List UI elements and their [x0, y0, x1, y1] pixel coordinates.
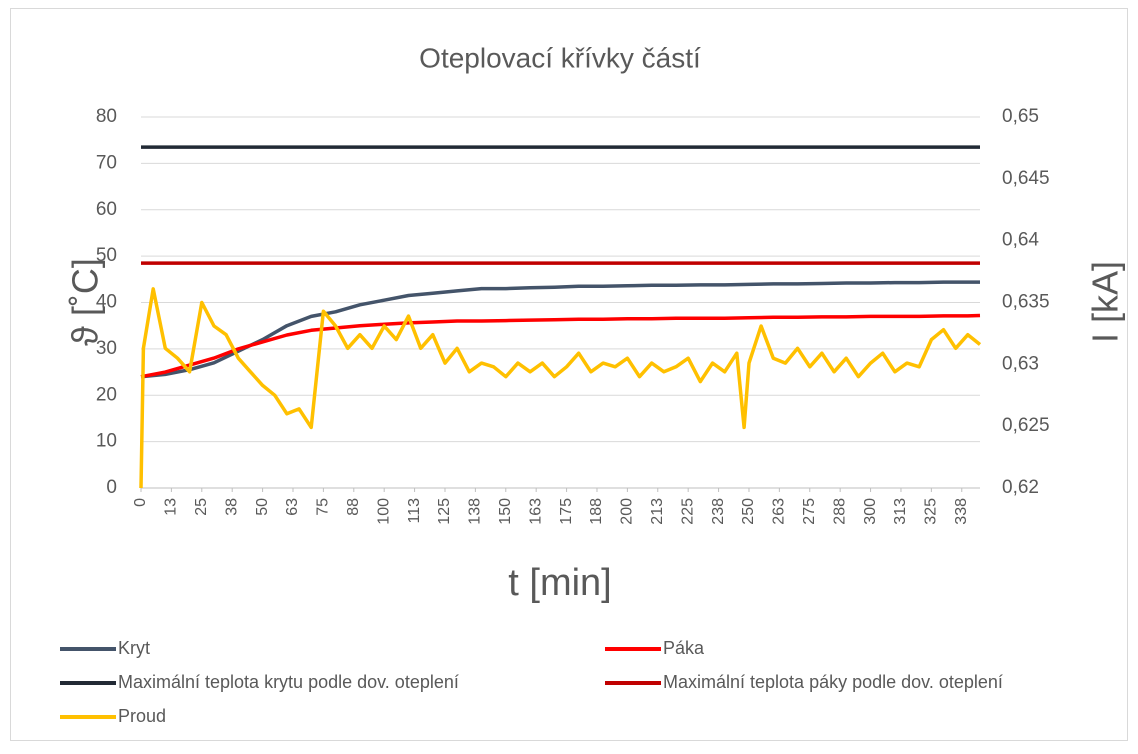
x-tick-label: 63	[284, 498, 301, 516]
x-tick-label: 200	[619, 498, 636, 525]
x-tick-label: 150	[497, 498, 514, 525]
y-tick-label: 10	[96, 431, 117, 452]
y2-tick-label: 0,645	[1002, 168, 1050, 189]
x-tick-label: 125	[436, 498, 453, 525]
y2-tick-label: 0,64	[1002, 230, 1039, 251]
x-tick-label: 275	[801, 498, 818, 525]
legend-label: Maximální teplota páky podle dov. oteple…	[663, 672, 1003, 692]
y2-tick-label: 0,65	[1002, 106, 1039, 127]
x-tick-label: 138	[467, 498, 484, 525]
y2-tick-label: 0,635	[1002, 292, 1050, 313]
x-tick-label: 100	[375, 498, 392, 525]
series-line	[140, 280, 980, 379]
y-tick-label: 50	[96, 245, 117, 266]
series-line	[139, 287, 982, 489]
x-tick-label: 75	[315, 498, 332, 516]
legend-label: Maximální teplota krytu podle dov. otepl…	[118, 672, 459, 692]
x-tick-label: 288	[831, 498, 848, 525]
y-tick-label: 30	[96, 338, 117, 359]
legend-label: Proud	[118, 706, 166, 726]
x-tick-label: 213	[649, 498, 666, 525]
x-axis-label: t [min]	[508, 562, 611, 604]
y-tick-label: 20	[96, 384, 117, 405]
x-tick-label: 188	[588, 498, 605, 525]
legend-label: Páka	[663, 638, 705, 658]
x-tick-label: 25	[193, 498, 210, 516]
x-tick-label: 38	[223, 498, 240, 516]
series-line	[140, 313, 981, 379]
x-tick-label: 238	[710, 498, 727, 525]
y-tick-label: 70	[96, 152, 117, 173]
x-tick-label: 175	[558, 498, 575, 525]
chart-frame	[10, 8, 1128, 741]
x-tick-label: 250	[740, 498, 757, 525]
y-tick-label: 40	[96, 292, 117, 313]
y-axis-label: ϑ [˚C]	[65, 258, 106, 346]
x-tick-label: 163	[527, 498, 544, 525]
x-tick-label: 113	[406, 498, 423, 524]
x-tick-label: 263	[771, 498, 788, 525]
x-tick-label: 300	[862, 498, 879, 525]
y-tick-label: 0	[106, 477, 117, 498]
x-tick-label: 225	[679, 498, 696, 525]
y2-axis-label: I [kA]	[1085, 261, 1126, 343]
y2-tick-label: 0,625	[1002, 415, 1050, 436]
x-tick-label: 0	[132, 498, 149, 507]
y2-tick-label: 0,62	[1002, 477, 1039, 498]
y2-tick-label: 0,63	[1002, 353, 1039, 374]
x-tick-label: 325	[923, 498, 940, 525]
x-tick-label: 313	[892, 498, 909, 525]
chart-title: Oteplovací křívky částí	[419, 42, 701, 73]
x-tick-label: 338	[953, 498, 970, 525]
x-tick-label: 50	[254, 498, 271, 516]
y-tick-label: 80	[96, 106, 117, 127]
x-tick-label: 13	[163, 498, 180, 516]
y-tick-label: 60	[96, 199, 117, 220]
x-tick-label: 88	[345, 498, 362, 516]
legend-label: Kryt	[118, 638, 150, 658]
